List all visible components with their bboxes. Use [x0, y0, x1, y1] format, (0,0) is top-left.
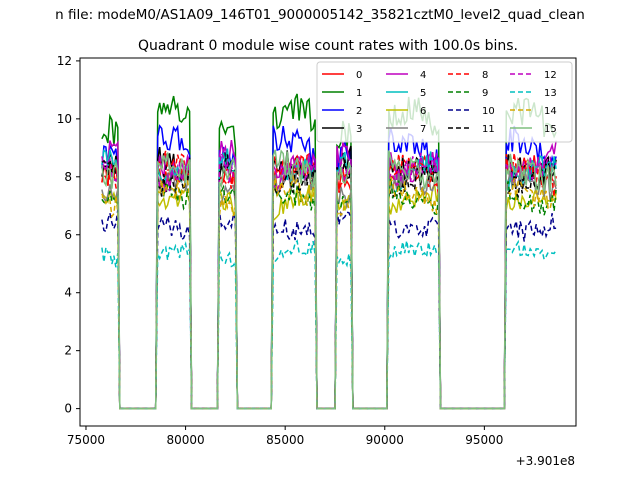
legend-label-6: 6: [420, 106, 426, 117]
x-tick-label: 90000: [366, 433, 404, 447]
y-tick-label: 10: [57, 112, 72, 126]
chart-title: Quadrant 0 module wise count rates with …: [138, 38, 518, 54]
series-line-7: [101, 164, 557, 410]
legend-label-14: 14: [544, 106, 557, 117]
series-line-6: [101, 181, 557, 410]
x-tick-label: 85000: [266, 433, 304, 447]
series-line-9: [101, 177, 557, 410]
legend-label-7: 7: [420, 124, 426, 135]
series-line-12: [101, 150, 557, 410]
legend-label-5: 5: [420, 88, 426, 99]
y-tick-label: 12: [57, 54, 72, 68]
y-tick-label: 6: [64, 228, 72, 242]
legend-label-2: 2: [356, 106, 362, 117]
y-tick-label: 2: [64, 344, 72, 358]
legend-label-9: 9: [482, 88, 488, 99]
y-tick-label: 8: [64, 170, 72, 184]
x-tick-label: 95000: [465, 433, 503, 447]
legend-label-1: 1: [356, 88, 362, 99]
plot-area: [101, 93, 557, 410]
legend-label-13: 13: [544, 88, 557, 99]
series-line-14: [101, 174, 557, 410]
series-line-13: [101, 239, 557, 410]
legend-label-4: 4: [420, 70, 426, 81]
x-tick-label: 75000: [67, 433, 105, 447]
series-line-10: [101, 209, 557, 410]
series-line-15: [101, 149, 557, 410]
axes-frame: [79, 57, 577, 427]
legend-label-12: 12: [544, 70, 557, 81]
legend-label-8: 8: [482, 70, 488, 81]
legend-box: [316, 61, 573, 143]
y-tick-label: 4: [64, 286, 72, 300]
series-line-11: [101, 154, 557, 410]
legend-label-10: 10: [482, 106, 495, 117]
legend-label-15: 15: [544, 124, 557, 135]
legend-label-11: 11: [482, 124, 495, 135]
x-tick-label: 80000: [166, 433, 204, 447]
series-line-0: [101, 152, 557, 410]
y-tick-label: 0: [64, 402, 72, 416]
x-offset-label: +3.901e8: [516, 454, 575, 468]
legend-label-0: 0: [356, 70, 362, 81]
figure-suptitle: n file: modeM0/AS1A09_146T01_9000005142_…: [55, 7, 585, 23]
legend-label-3: 3: [356, 124, 362, 135]
